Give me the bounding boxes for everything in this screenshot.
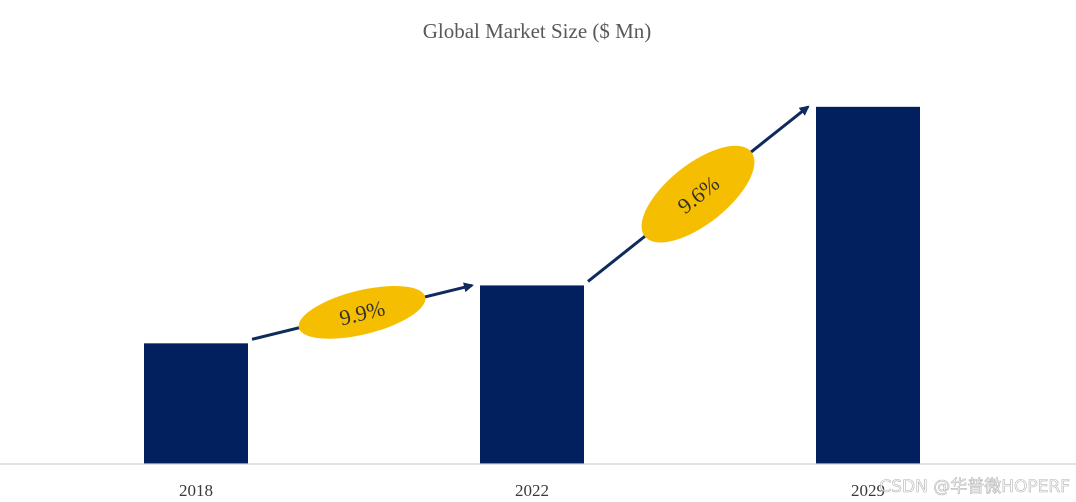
cagr-badge-2: 9.6%: [641, 145, 755, 243]
bar-2029: [816, 106, 920, 465]
cagr-badge-1: 9.9%: [298, 285, 426, 339]
cagr-annotations: 9.9% 9.6%: [251, 105, 810, 341]
bar-2018: [144, 343, 248, 464]
cagr-ellipse: [641, 145, 755, 243]
chart-title: Global Market Size ($ Mn): [423, 19, 652, 43]
x-tick-label-2029: 2029: [851, 481, 885, 500]
cagr-ellipse: [298, 285, 426, 339]
bars-layer: [144, 106, 920, 465]
x-tick-label-2022: 2022: [515, 481, 549, 500]
x-tick-labels: 2018 2022 2029: [179, 481, 885, 500]
x-tick-label-2018: 2018: [179, 481, 213, 500]
bar-2022: [480, 285, 584, 464]
csdn-watermark: CSDN @华普微HOPERF: [879, 477, 1070, 497]
